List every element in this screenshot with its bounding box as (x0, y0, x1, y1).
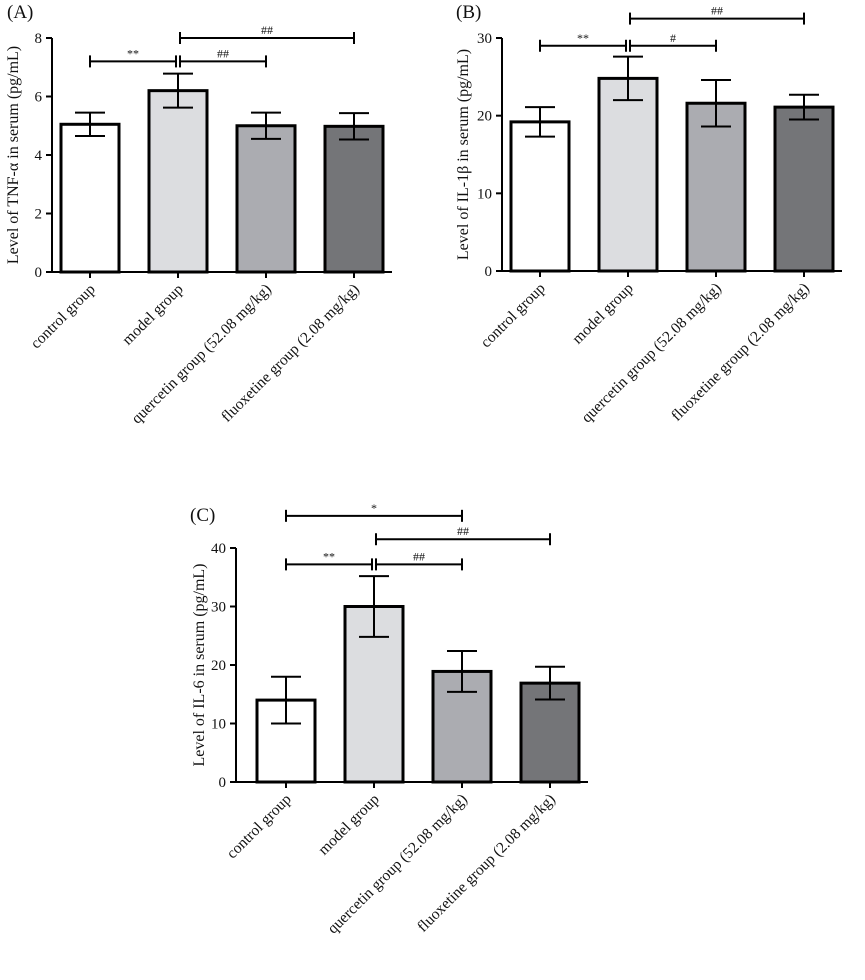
y-tick-label: 10 (211, 717, 226, 733)
bar-4 (773, 105, 835, 273)
significance-bracket-2: ## (179, 46, 267, 68)
significance-label: ## (261, 23, 273, 37)
significance-label: ## (217, 46, 229, 60)
significance-bracket-3: ## (375, 524, 551, 546)
y-tick-label: 4 (35, 148, 43, 164)
significance-label: ** (127, 46, 139, 60)
bar-1 (509, 120, 571, 273)
significance-bracket-3: ## (629, 4, 805, 25)
significance-label: ## (457, 524, 469, 538)
significance-bracket-4: * (285, 501, 463, 522)
bar-2 (147, 89, 209, 274)
y-tick-label: 8 (35, 31, 43, 47)
chart-panel-1: (A) 0 2 4 6 8 Level of TNF-α in serum (pg/mL) c… (5, 2, 392, 427)
y-tick-label: 0 (219, 775, 227, 791)
significance-label: ** (323, 549, 335, 563)
y-tick-label: 2 (35, 207, 43, 223)
significance-bracket-1: ** (285, 549, 373, 571)
error-bar-2 (613, 55, 643, 102)
category-label: quercetin group (52.08 mg/kg) (128, 281, 275, 428)
error-bar-3 (447, 649, 477, 693)
chart-panel-2: (B) 0 10 20 30 Level of IL-1β in serum (pg/mL… (455, 2, 842, 426)
y-tick-label: 6 (35, 90, 43, 106)
category-label: model group (119, 281, 187, 349)
panel-label: (A) (7, 2, 33, 23)
category-label: control group (477, 280, 549, 352)
significance-label: ## (711, 4, 723, 18)
panel-label: (C) (190, 505, 215, 526)
error-bar-2 (359, 575, 389, 638)
significance-bracket-2: # (629, 31, 717, 52)
error-bar-3 (701, 78, 731, 128)
error-bar-1 (271, 675, 301, 725)
category-label: control group (223, 791, 295, 863)
y-axis-title: Level of TNF-α in serum (pg/mL) (5, 46, 22, 264)
category-label: quercetin group (52.08 mg/kg) (324, 791, 471, 938)
category-label: quercetin group (52.08 mg/kg) (578, 280, 725, 427)
y-tick-label: 10 (477, 186, 492, 202)
bar-4 (323, 124, 385, 274)
error-bar-1 (75, 111, 105, 137)
y-tick-label: 0 (485, 264, 493, 280)
category-label: model group (315, 791, 383, 859)
y-axis-title: Level of IL-6 in serum (pg/mL) (191, 563, 208, 766)
significance-label: ** (577, 31, 589, 45)
bar-2 (597, 76, 659, 273)
significance-bracket-3: ## (179, 23, 355, 44)
category-label: control group (27, 281, 99, 353)
y-tick-label: 30 (211, 600, 226, 616)
y-tick-label: 30 (477, 31, 492, 47)
error-bar-4 (789, 93, 819, 121)
bar-3 (685, 101, 747, 273)
significance-label: ## (413, 549, 425, 563)
error-bar-1 (525, 106, 555, 138)
significance-label: # (670, 31, 676, 45)
significance-bracket-1: ** (539, 31, 627, 52)
significance-label: * (371, 501, 377, 515)
y-tick-label: 0 (35, 265, 43, 281)
error-bar-2 (163, 72, 193, 109)
error-bar-4 (535, 665, 565, 701)
error-bar-3 (251, 111, 281, 140)
significance-bracket-1: ** (89, 46, 177, 68)
y-tick-label: 20 (211, 658, 226, 674)
bar-1 (59, 122, 121, 274)
bar-3 (235, 124, 297, 274)
y-axis-title: Level of IL-1β in serum (pg/mL) (455, 49, 472, 260)
error-bar-4 (339, 112, 369, 141)
panel-label: (B) (456, 2, 481, 23)
y-tick-label: 40 (211, 541, 226, 557)
y-tick-label: 20 (477, 109, 492, 125)
significance-bracket-2: ## (375, 549, 463, 571)
category-label: model group (569, 280, 637, 348)
